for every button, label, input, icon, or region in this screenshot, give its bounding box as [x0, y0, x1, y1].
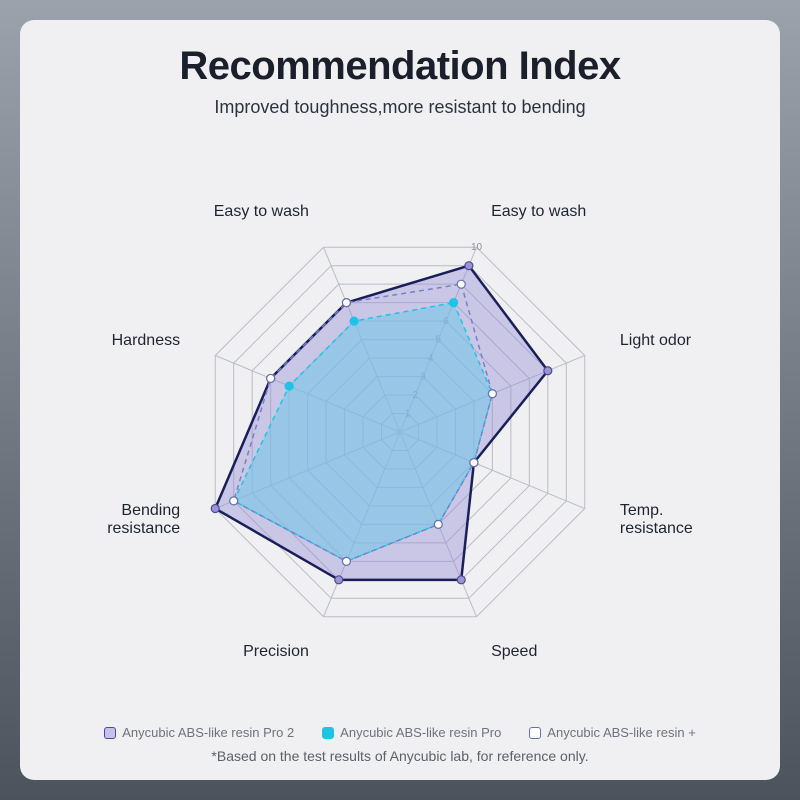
legend-item-3: Anycubic ABS-like resin +	[529, 725, 695, 740]
svg-text:Easy to wash: Easy to wash	[491, 203, 586, 220]
radar-chart: 12345678910Easy to washLight odorTemp.re…	[50, 162, 750, 682]
legend-swatch-2	[322, 727, 334, 739]
svg-text:Light odor: Light odor	[620, 331, 692, 348]
svg-text:Precision: Precision	[243, 642, 309, 659]
content-card: Recommendation Index Improved toughness,…	[20, 20, 780, 780]
page-title: Recommendation Index	[179, 44, 620, 89]
page-background: Recommendation Index Improved toughness,…	[0, 0, 800, 800]
svg-text:Temp.resistance: Temp.resistance	[620, 502, 693, 537]
legend-item-2: Anycubic ABS-like resin Pro	[322, 725, 501, 740]
svg-text:10: 10	[471, 242, 483, 253]
legend-swatch-3	[529, 727, 541, 739]
radar-chart-container: 12345678910Easy to washLight odorTemp.re…	[20, 118, 780, 725]
svg-text:Easy to wash: Easy to wash	[214, 203, 309, 220]
svg-text:Speed: Speed	[491, 642, 537, 659]
footnote: *Based on the test results of Anycubic l…	[211, 748, 588, 764]
legend-label-1: Anycubic ABS-like resin Pro 2	[122, 725, 294, 740]
svg-text:Hardness: Hardness	[112, 331, 180, 348]
svg-text:Bendingresistance: Bendingresistance	[107, 502, 180, 537]
legend: Anycubic ABS-like resin Pro 2 Anycubic A…	[104, 725, 696, 740]
legend-label-2: Anycubic ABS-like resin Pro	[340, 725, 501, 740]
legend-swatch-1	[104, 727, 116, 739]
page-subtitle: Improved toughness,more resistant to ben…	[214, 97, 585, 118]
legend-item-1: Anycubic ABS-like resin Pro 2	[104, 725, 294, 740]
legend-label-3: Anycubic ABS-like resin +	[547, 725, 695, 740]
